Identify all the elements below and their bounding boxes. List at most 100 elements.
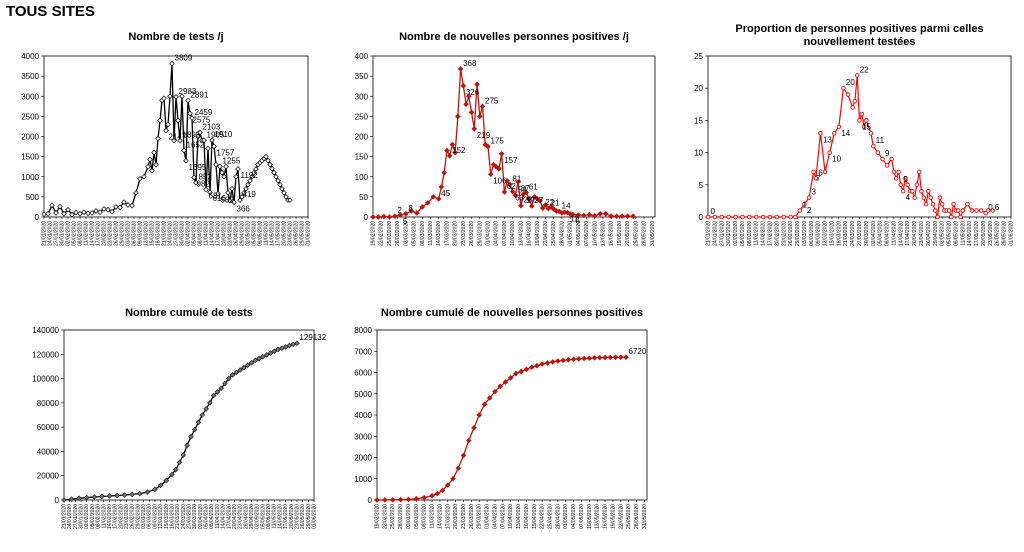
data-point: [926, 188, 931, 194]
x-tick-label: 10/05/2020: [587, 504, 593, 529]
data-point: [121, 492, 128, 498]
x-tick-label: 24/01/2020: [48, 221, 54, 246]
x-tick-label: 08/05/2020: [266, 504, 272, 529]
x-tick-label: 12/03/2020: [823, 221, 829, 246]
y-tick-label: 6000: [354, 369, 372, 378]
data-point: [481, 401, 488, 408]
x-tick-label: 27/03/2020: [187, 504, 193, 529]
data-point: [273, 173, 279, 180]
data-point: [912, 195, 917, 200]
x-tick-label: 14/03/2020: [436, 221, 442, 246]
data-point: [253, 166, 259, 172]
data-point: [99, 493, 105, 500]
data-label: 5: [403, 217, 408, 226]
x-tick-label: 06/03/2020: [147, 504, 153, 529]
y-tick-label: 140000: [32, 326, 59, 335]
x-tick-label: 14/05/2020: [270, 221, 276, 246]
data-point: [903, 176, 908, 181]
data-point: [222, 380, 228, 387]
chart-tests-daily: Nombre de tests /j 0 500 1000 1500 2000 2500 30…: [0, 24, 330, 274]
data-label: 1192: [241, 171, 259, 180]
x-tick-label: 09/03/2020: [816, 221, 822, 246]
data-point: [211, 143, 217, 150]
data-point: [237, 367, 243, 373]
data-label: 9: [885, 149, 890, 158]
x-tick-label: 20/05/2020: [289, 504, 295, 529]
data-point: [241, 190, 247, 196]
data-point: [479, 103, 486, 110]
data-point: [69, 211, 75, 218]
data-point: [619, 213, 625, 219]
data-label: 368: [463, 59, 477, 68]
data-point: [630, 213, 636, 219]
data-point: [225, 375, 232, 382]
x-tick-label: 30/01/2020: [79, 504, 85, 529]
data-point: [542, 202, 549, 208]
y-tick-label: 8000: [354, 326, 372, 335]
data-point: [937, 195, 943, 200]
y-tick-label: 250: [355, 112, 369, 121]
x-tick-label: 23/02/2020: [108, 221, 114, 246]
x-tick-label: 24/03/2020: [168, 221, 174, 246]
y-tick-label: 3500: [21, 72, 39, 81]
data-point: [65, 206, 71, 213]
series-line: [63, 342, 298, 501]
x-tick-label: 08/02/2020: [96, 504, 102, 529]
data-point: [265, 157, 271, 164]
x-tick-label: 29/03/2020: [477, 504, 483, 529]
data-point: [466, 93, 472, 100]
data-point: [555, 358, 561, 364]
data-point: [529, 203, 535, 209]
y-tick-label: 50: [359, 193, 368, 202]
data-label: 7: [816, 174, 821, 183]
data-point: [560, 357, 566, 364]
data-point: [237, 197, 243, 203]
data-label: 87: [521, 184, 530, 193]
data-point: [613, 213, 620, 219]
data-label: 1757: [217, 148, 235, 157]
data-label: 419: [243, 190, 257, 199]
y-tick-label: 20: [694, 84, 703, 93]
data-point: [93, 208, 99, 214]
data-point: [581, 212, 587, 219]
data-point: [147, 156, 153, 163]
data-point: [818, 131, 823, 136]
data-point: [564, 209, 571, 216]
x-tick-label: 17/02/2020: [767, 221, 773, 246]
data-point: [157, 482, 164, 489]
x-tick-label: 26/05/2020: [294, 221, 300, 246]
data-point: [576, 356, 582, 362]
data-point: [845, 92, 851, 97]
x-tick-label: 29/05/2020: [1002, 221, 1008, 246]
x-tick-label: 20/02/2020: [774, 221, 780, 246]
data-label: 106: [493, 176, 507, 185]
x-tick-label: 08/02/2020: [747, 221, 753, 246]
x-tick-label: 19/04/2020: [535, 221, 541, 246]
data-point: [392, 213, 398, 219]
x-tick-label: 24/01/2020: [712, 221, 718, 246]
data-point: [460, 452, 467, 459]
x-tick-label: 25/02/2020: [387, 221, 393, 246]
x-tick-label: 23/02/2020: [124, 504, 130, 529]
data-point: [474, 81, 480, 87]
data-label: 2147: [169, 133, 187, 142]
data-point: [271, 348, 278, 355]
x-tick-label: 22/05/2020: [625, 221, 631, 246]
data-point: [935, 214, 940, 220]
x-tick-label: 22/04/2020: [543, 221, 549, 246]
data-point: [256, 355, 262, 362]
data-point: [199, 412, 206, 418]
y-tick-label: 0: [35, 213, 40, 222]
data-point: [49, 202, 55, 209]
data-point: [389, 497, 396, 503]
x-tick-label: 14/04/2020: [221, 504, 227, 529]
y-tick-label: 400: [355, 52, 369, 61]
data-point: [449, 141, 456, 148]
y-tick-label: 4000: [21, 52, 39, 61]
data-point: [163, 477, 170, 484]
data-label: 11: [570, 215, 579, 224]
data-label: 0,6: [988, 203, 1000, 212]
x-tick-label: 30/01/2020: [60, 221, 66, 246]
data-point: [421, 494, 427, 501]
x-tick-label: 29/03/2020: [477, 221, 483, 246]
